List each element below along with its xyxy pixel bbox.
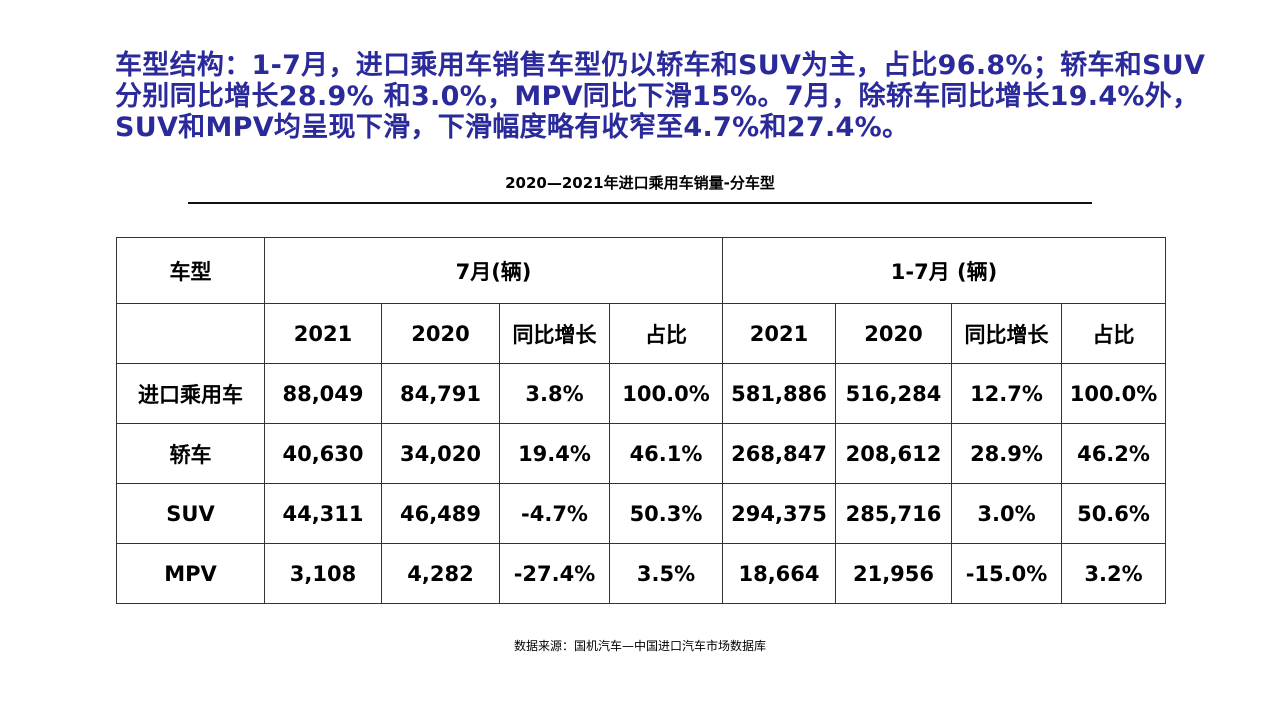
row-type-label: SUV — [116, 483, 265, 544]
table-title: 2020—2021年进口乘用车销量-分车型 — [505, 174, 775, 192]
table-row: MPV 3,108 4,282 -27.4% 3.5% 18,664 21,95… — [116, 543, 1167, 604]
table-cell: 516,284 — [835, 363, 952, 424]
table-cell: 44,311 — [264, 483, 382, 544]
table-cell: 46.2% — [1060, 423, 1167, 484]
row-type-label: 轿车 — [116, 423, 265, 484]
table-cell: 581,886 — [722, 363, 836, 424]
table-cell: 28.9% — [951, 423, 1062, 484]
table-row: 轿车 40,630 34,020 19.4% 46.1% 268,847 208… — [116, 423, 1167, 484]
table-cell: 50.6% — [1060, 483, 1167, 544]
table-cell: 18,664 — [722, 543, 836, 604]
table-row: SUV 44,311 46,489 -4.7% 50.3% 294,375 28… — [116, 483, 1167, 544]
table-cell: 3,108 — [264, 543, 382, 604]
subheader-july-2021: 2021 — [264, 303, 382, 364]
data-source-note: 数据来源：国机汽车—中国进口汽车市场数据库 — [513, 639, 766, 653]
table-cell: 294,375 — [722, 483, 836, 544]
table-cell: 84,791 — [381, 363, 500, 424]
table-cell: 100.0% — [609, 363, 723, 424]
table-cell: 3.0% — [951, 483, 1062, 544]
table-cell: 50.3% — [609, 483, 723, 544]
subheader-ytd-2021: 2021 — [722, 303, 836, 364]
table-cell: 268,847 — [722, 423, 836, 484]
page-headline: 车型结构：1-7月，进口乘用车销售车型仍以轿车和SUV为主，占比96.8%；轿车… — [115, 50, 1206, 143]
table-cell: 19.4% — [499, 423, 610, 484]
table-cell: 46,489 — [381, 483, 500, 544]
sales-by-type-table: 车型 7月(辆) 1-7月 (辆) 2021 2020 同比增长 占比 2021… — [116, 237, 1167, 604]
table-header-row: 车型 7月(辆) 1-7月 (辆) — [116, 237, 1167, 304]
table-cell: 208,612 — [835, 423, 952, 484]
header-group-july: 7月(辆) — [264, 237, 723, 304]
subheader-july-yoy: 同比增长 — [499, 303, 610, 364]
table-cell: 3.2% — [1060, 543, 1167, 604]
table-cell: -27.4% — [499, 543, 610, 604]
header-group-ytd: 1-7月 (辆) — [721, 237, 1167, 304]
subheader-july-share: 占比 — [609, 303, 723, 364]
table-cell: 100.0% — [1060, 363, 1167, 424]
header-empty-cell — [116, 303, 265, 364]
table-cell: 88,049 — [264, 363, 382, 424]
row-type-label: 进口乘用车 — [116, 363, 265, 424]
table-cell: 4,282 — [381, 543, 500, 604]
table-cell: 3.8% — [499, 363, 610, 424]
row-type-label: MPV — [116, 543, 265, 604]
table-cell: -4.7% — [499, 483, 610, 544]
title-divider — [188, 202, 1092, 204]
table-subheader-row: 2021 2020 同比增长 占比 2021 2020 同比增长 占比 — [116, 303, 1167, 364]
table-cell: 40,630 — [264, 423, 382, 484]
subheader-ytd-2020: 2020 — [835, 303, 952, 364]
subheader-july-2020: 2020 — [381, 303, 500, 364]
table-cell: 3.5% — [609, 543, 723, 604]
table-cell: 285,716 — [835, 483, 952, 544]
table-cell: 12.7% — [951, 363, 1062, 424]
table-cell: 34,020 — [381, 423, 500, 484]
table-cell: 46.1% — [609, 423, 723, 484]
table-cell: 21,956 — [835, 543, 952, 604]
subheader-ytd-yoy: 同比增长 — [951, 303, 1062, 364]
header-type: 车型 — [116, 237, 265, 304]
subheader-ytd-share: 占比 — [1060, 303, 1167, 364]
table-row: 进口乘用车 88,049 84,791 3.8% 100.0% 581,886 … — [116, 363, 1167, 424]
table-cell: -15.0% — [951, 543, 1062, 604]
